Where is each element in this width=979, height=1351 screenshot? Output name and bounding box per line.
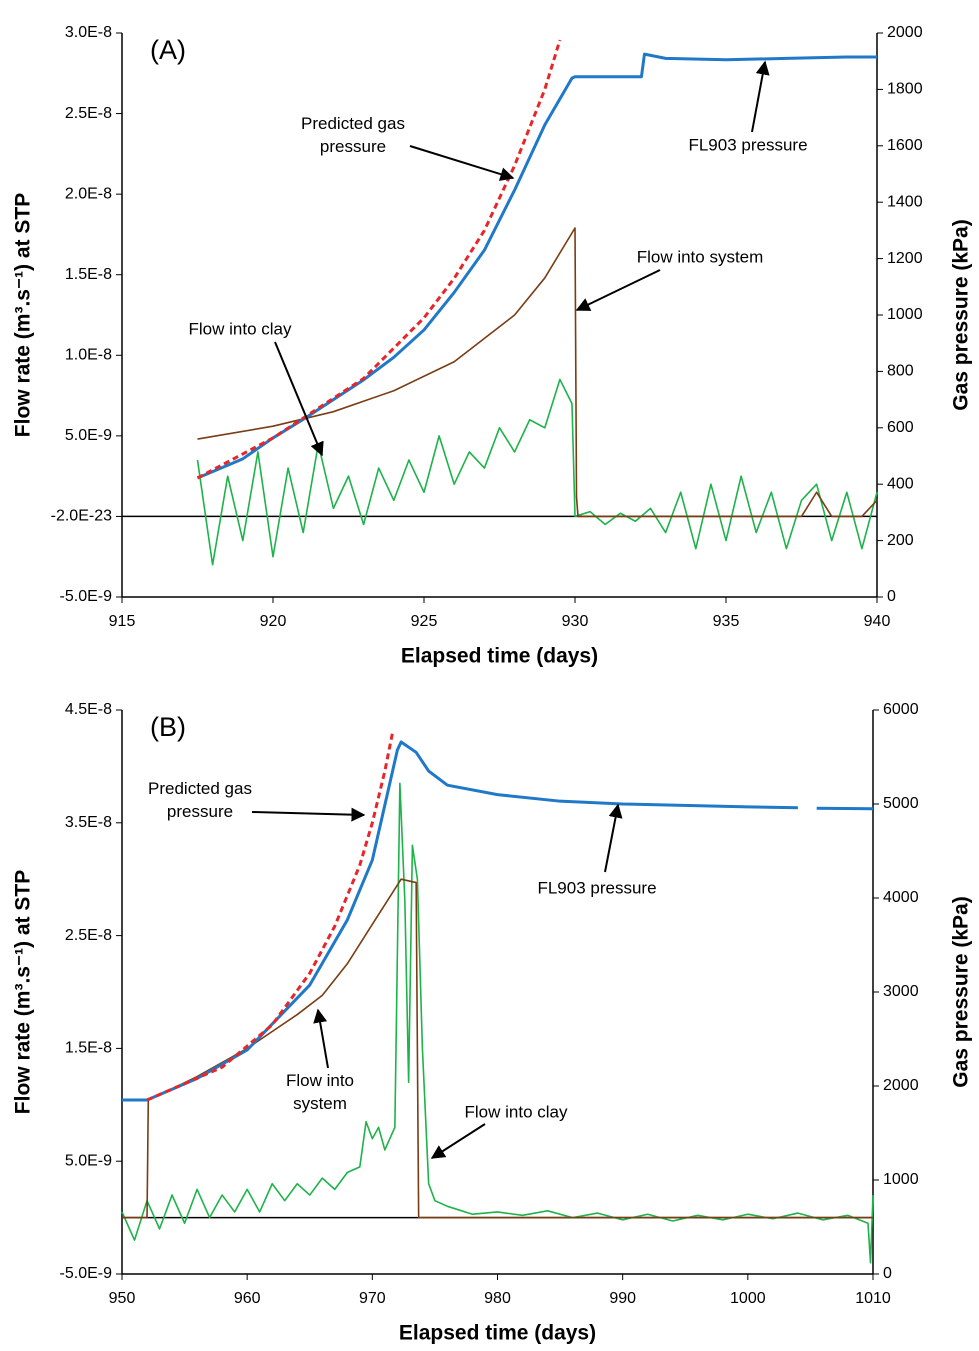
x-tick-label: 915 <box>109 613 136 630</box>
y2-tick-label: 1600 <box>887 137 923 154</box>
annotation-arrow <box>430 1123 486 1159</box>
annotation: FL903 pressure <box>688 135 808 155</box>
y2-tick-label: 600 <box>887 419 914 436</box>
series-line <box>146 733 394 1102</box>
y-tick-label: 1.5E-8 <box>65 266 112 283</box>
annotation-arrow <box>751 60 770 133</box>
annotation: Flow into clay <box>464 1102 568 1122</box>
series-line <box>122 878 873 1219</box>
x-tick-label: 940 <box>864 613 891 630</box>
y2-tick-label: 2000 <box>887 24 923 41</box>
x-tick-label: 920 <box>260 613 287 630</box>
annotation: Flow into clay <box>188 319 292 339</box>
y2-tick-label: 5000 <box>883 795 919 812</box>
y-tick-label: 3.5E-8 <box>65 814 112 831</box>
x-tick-label: 925 <box>411 613 438 630</box>
annotation: Flow into system <box>285 1071 355 1113</box>
y-tick-label: 2.5E-8 <box>65 927 112 944</box>
y2-axis-title: Gas pressure (kPa) <box>950 219 973 410</box>
x-tick-label: 980 <box>484 1290 511 1307</box>
y-tick-label: 2.0E-8 <box>65 185 112 202</box>
y2-tick-label: 0 <box>887 588 896 605</box>
y-tick-label: 1.5E-8 <box>65 1040 112 1057</box>
x-tick-label: 950 <box>109 1290 136 1307</box>
y-tick-label: 3.0E-8 <box>65 24 112 41</box>
y-tick-label: -2.0E-23 <box>51 508 112 525</box>
y2-axis-title: Gas pressure (kPa) <box>950 896 973 1087</box>
series-line <box>196 39 562 480</box>
x-axis-title: Elapsed time (days) <box>401 645 598 668</box>
y2-tick-label: 4000 <box>883 889 919 906</box>
y2-tick-label: 1800 <box>887 81 923 98</box>
y2-tick-label: 1400 <box>887 193 923 210</box>
annotation-arrow <box>251 807 366 822</box>
series-line <box>196 378 878 566</box>
x-tick-label: 990 <box>609 1290 636 1307</box>
y2-tick-label: 0 <box>883 1265 892 1282</box>
series-line <box>197 227 878 518</box>
y-axis-title: Flow rate (m³.s⁻¹) at STP <box>12 870 35 1114</box>
y-axis-title: Flow rate (m³.s⁻¹) at STP <box>12 193 35 437</box>
annotation-arrow <box>274 341 324 457</box>
y2-tick-label: 800 <box>887 363 914 380</box>
panel-label: (A) <box>150 35 186 65</box>
x-tick-label: 935 <box>713 613 740 630</box>
annotation-arrow <box>575 269 661 311</box>
y2-tick-label: 1000 <box>887 306 923 323</box>
y-tick-label: 1.0E-8 <box>65 347 112 364</box>
y2-tick-label: 1000 <box>883 1171 919 1188</box>
y-tick-label: -5.0E-9 <box>60 588 113 605</box>
y-tick-label: 2.5E-8 <box>65 105 112 122</box>
series-line <box>121 782 874 1264</box>
y-tick-label: 5.0E-9 <box>65 1152 112 1169</box>
y2-tick-label: 2000 <box>883 1077 919 1094</box>
annotation: Predicted gas pressure <box>148 779 252 821</box>
x-tick-label: 1000 <box>730 1290 766 1307</box>
annotation: Flow into system <box>636 247 764 267</box>
x-tick-label: 960 <box>234 1290 261 1307</box>
y-tick-label: 5.0E-9 <box>65 427 112 444</box>
y-tick-label: -5.0E-9 <box>60 1265 113 1282</box>
x-axis-title: Elapsed time (days) <box>399 1322 596 1345</box>
annotation-arrow <box>409 145 515 181</box>
y2-tick-label: 3000 <box>883 983 919 1000</box>
y2-tick-label: 1200 <box>887 250 923 267</box>
annotation: FL903 pressure <box>537 878 657 898</box>
x-tick-label: 970 <box>359 1290 386 1307</box>
y2-tick-label: 200 <box>887 532 914 549</box>
annotation: Predicted gas pressure <box>301 114 405 156</box>
x-tick-label: 1010 <box>855 1290 891 1307</box>
annotation-arrow <box>313 1008 329 1069</box>
panel-label: (B) <box>150 712 186 742</box>
y2-tick-label: 6000 <box>883 701 919 718</box>
y2-tick-label: 400 <box>887 475 914 492</box>
y-tick-label: 4.5E-8 <box>65 701 112 718</box>
x-tick-label: 930 <box>562 613 589 630</box>
annotation-arrow <box>604 803 623 873</box>
